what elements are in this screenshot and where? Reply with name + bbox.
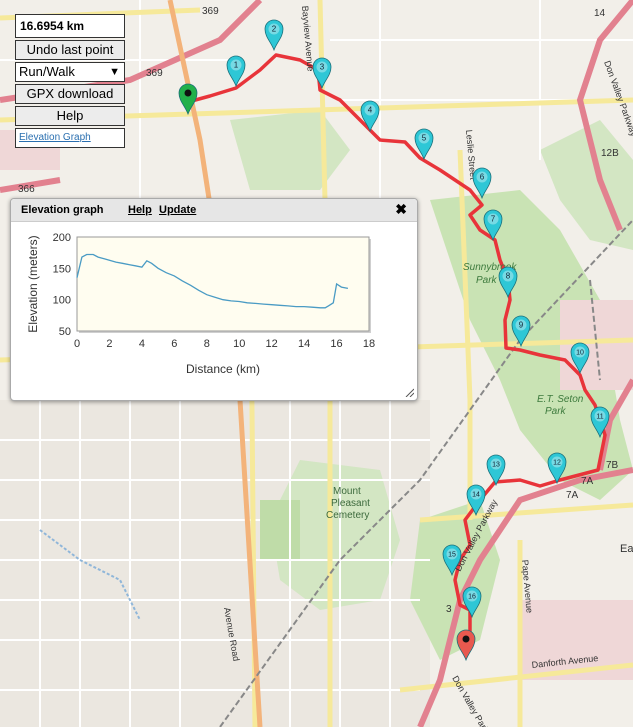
label-hwy7a: 7A [581,476,594,487]
label-pleasant: Pleasant [331,498,370,509]
gpx-download-button[interactable]: GPX download [15,84,125,104]
chevron-down-icon: ▼ [109,66,120,78]
label-hwy3: 3 [446,604,452,615]
route-marker-14[interactable]: 14 [466,484,486,517]
marker-number: 15 [448,552,456,559]
marker-number: 3 [320,63,325,72]
label-ea: Ea [620,543,633,555]
route-marker-2[interactable]: 2 [264,19,284,52]
marker-number: 5 [422,134,427,143]
marker-number: 6 [480,173,485,182]
label-leslie: Leslie Street [464,129,478,180]
label-etseton-park: Park [545,406,567,417]
end-marker[interactable] [456,629,476,662]
y-tick-label: 150 [53,263,71,275]
route-marker-13[interactable]: 13 [486,454,506,487]
elevation-graph-link[interactable]: Elevation Graph [15,128,125,148]
elevation-graph-title: Elevation graph [21,204,104,216]
marker-number: 7 [491,215,496,224]
route-marker-1[interactable]: 1 [226,55,246,88]
y-tick-label: 100 [53,295,71,307]
elevation-graph-window: Elevation graph Help Update ✖ 50 100 150 20… [10,198,418,401]
x-tick-label: 10 [233,338,245,350]
distance-readout: 16.6954 km [15,14,125,38]
label-hwy12b: 12B [601,148,619,159]
route-control-panel: 16.6954 km Undo last point Run/Walk ▼ GP… [15,14,125,148]
route-marker-7[interactable]: 7 [483,209,503,242]
close-icon[interactable]: ✖ [395,201,407,217]
plot-area [76,236,370,332]
x-tick-label: 0 [74,338,80,350]
label-sunnybrook: Sunnybrook [463,262,517,273]
x-tick-label: 14 [298,338,310,350]
marker-number: 10 [576,350,584,357]
route-marker-15[interactable]: 15 [442,544,462,577]
label-hwy366: 366 [18,184,35,195]
route-marker-4[interactable]: 4 [360,100,380,133]
elevation-graph-header[interactable]: Elevation graph Help Update ✖ [11,199,417,222]
label-hwy369b: 369 [146,68,163,79]
route-marker-12[interactable]: 12 [547,452,567,485]
marker-number: 9 [519,321,524,330]
x-tick-label: 16 [330,338,342,350]
route-marker-16[interactable]: 16 [462,586,482,619]
activity-mode-select[interactable]: Run/Walk ▼ [15,62,125,82]
marker-number: 1 [234,61,239,70]
marker-number: 16 [468,594,476,601]
y-axis-label: Elevation (meters) [26,235,40,332]
route-marker-9[interactable]: 9 [511,315,531,348]
route-marker-11[interactable]: 11 [590,406,610,439]
route-marker-6[interactable]: 6 [472,167,492,200]
activity-mode-value: Run/Walk [19,64,75,79]
elevation-update-link[interactable]: Update [159,204,197,216]
elevation-help-link[interactable]: Help [128,204,152,216]
route-marker-8[interactable]: 8 [498,266,518,299]
start-marker[interactable] [178,83,198,116]
marker-number: 2 [272,25,277,34]
elevation-series-line [76,253,349,309]
label-mount: Mount [333,486,361,497]
label-hwy369a: 369 [202,6,219,17]
x-tick-label: 18 [363,338,375,350]
label-sunnybrook-park: Park [476,275,498,286]
marker-number: 14 [472,492,480,499]
marker-number: 8 [506,272,511,281]
label-hwy7b: 7B [606,460,619,471]
x-tick-label: 4 [139,338,145,350]
route-marker-5[interactable]: 5 [414,128,434,161]
elevation-chart: 50 100 150 200 0 2 4 6 8 10 12 14 16 18 Distance (km) E… [26,232,375,376]
marker-number: 13 [492,462,500,469]
y-tick-label: 200 [53,232,71,244]
x-tick-label: 6 [171,338,177,350]
x-tick-label: 2 [106,338,112,350]
undo-last-point-button[interactable]: Undo last point [15,40,125,60]
label-cemetery: Cemetery [326,510,369,521]
route-marker-10[interactable]: 10 [570,342,590,375]
x-tick-label: 12 [266,338,278,350]
route-marker-3[interactable]: 3 [312,57,332,90]
marker-number: 11 [596,414,603,421]
marker-number: 12 [553,460,561,467]
label-etseton: E.T. Seton [537,394,584,405]
label-hwy7a-2: 7A [566,490,579,501]
x-tick-label: 8 [204,338,210,350]
label-hwy14: 14 [594,8,606,19]
help-button[interactable]: Help [15,106,125,126]
label-pape: Pape Avenue [520,559,535,613]
x-axis-label: Distance (km) [186,362,260,376]
y-tick-label: 50 [59,326,71,338]
resize-handle-icon[interactable] [404,387,414,397]
marker-number: 4 [368,106,373,115]
